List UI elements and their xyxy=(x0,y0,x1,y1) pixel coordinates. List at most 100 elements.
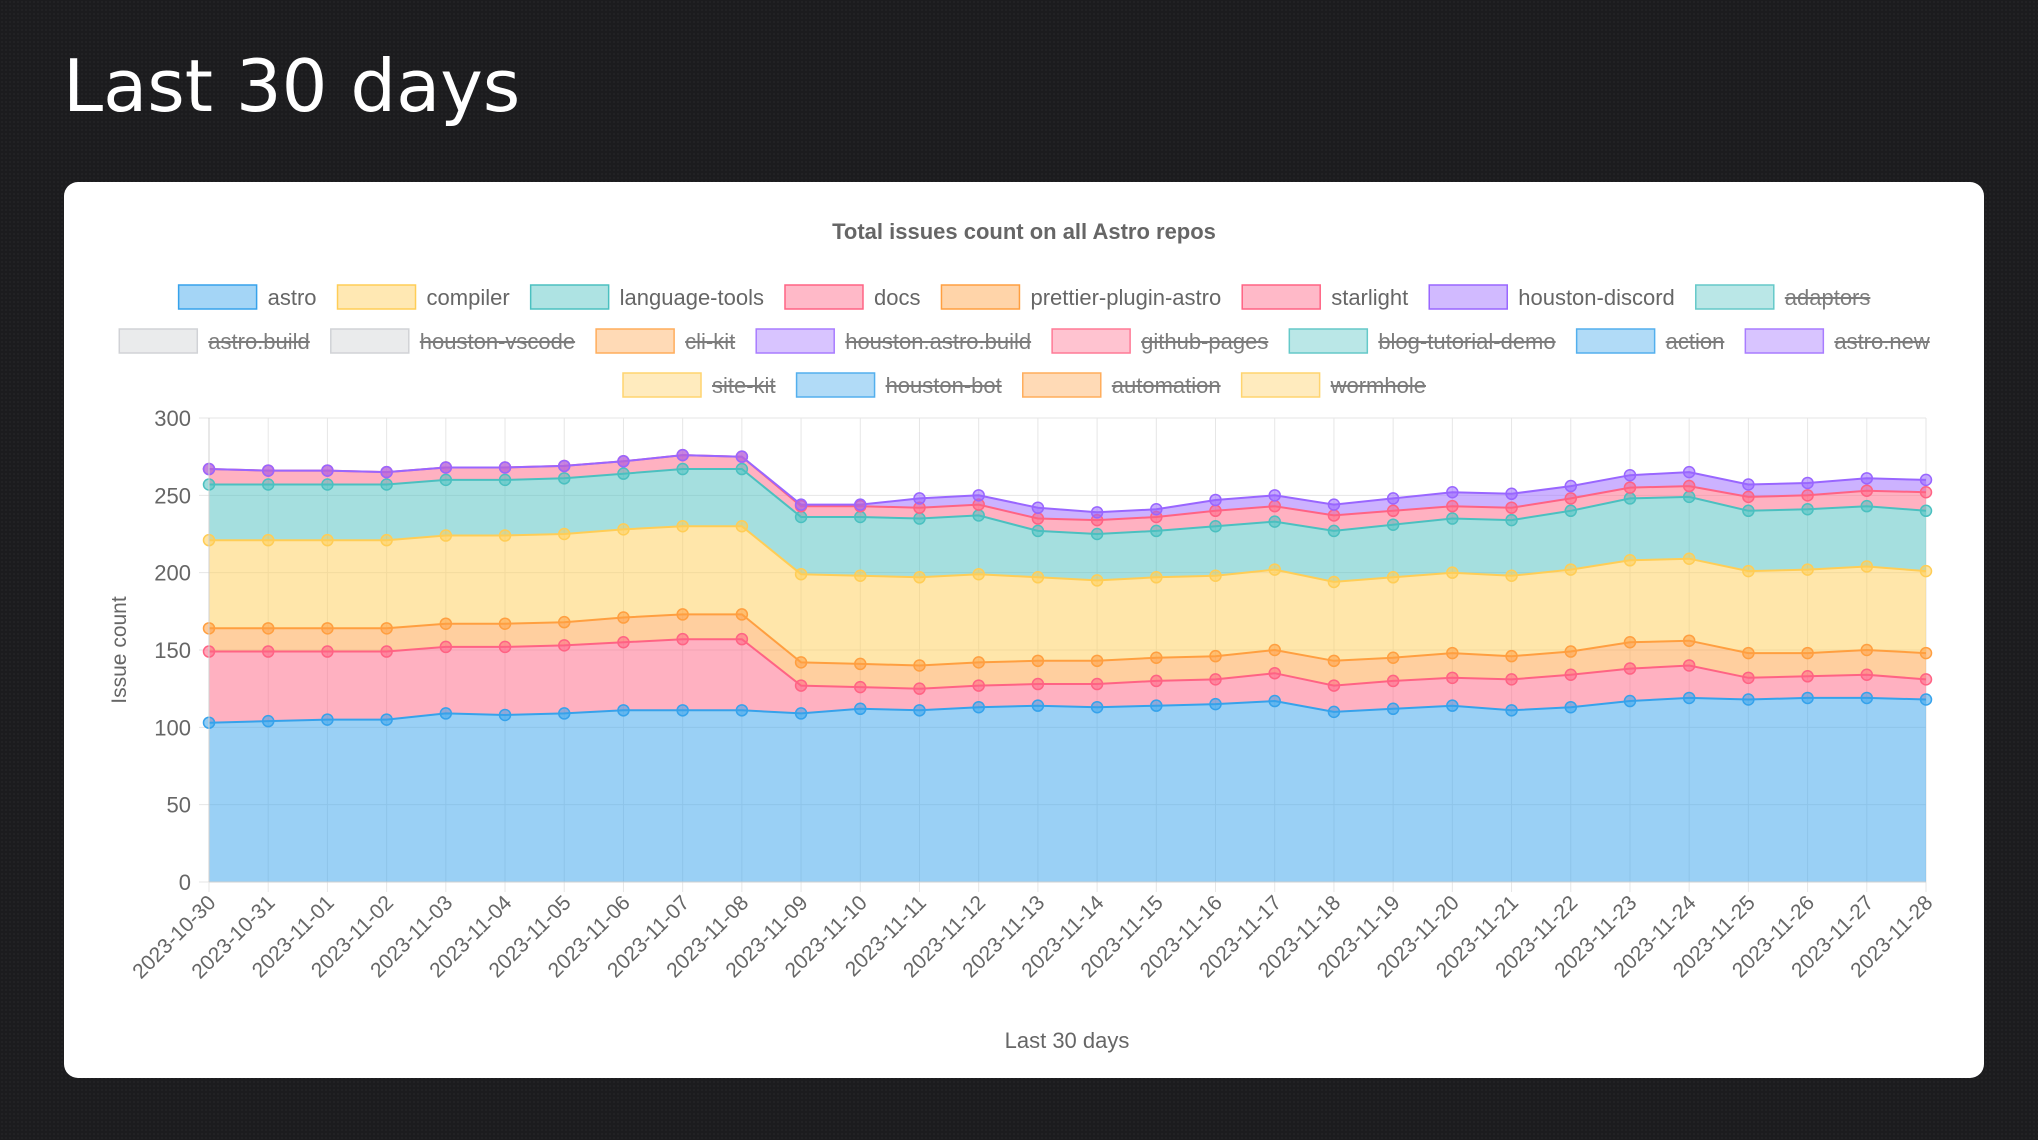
point-language-tools[interactable] xyxy=(972,509,985,522)
point-astro[interactable] xyxy=(735,704,749,717)
point-language-tools[interactable] xyxy=(261,478,275,491)
point-language-tools[interactable] xyxy=(1801,503,1814,516)
point-houston-discord[interactable] xyxy=(1682,465,1696,479)
point-starlight[interactable] xyxy=(1564,492,1578,505)
point-compiler[interactable] xyxy=(1031,571,1045,584)
point-compiler[interactable] xyxy=(972,567,985,581)
point-language-tools[interactable] xyxy=(854,510,867,524)
point-docs[interactable] xyxy=(1919,673,1933,686)
point-compiler[interactable] xyxy=(1742,564,1755,578)
point-language-tools[interactable] xyxy=(1505,513,1518,527)
point-starlight[interactable] xyxy=(1801,489,1814,502)
point-compiler[interactable] xyxy=(557,527,571,541)
point-language-tools[interactable] xyxy=(1564,504,1578,518)
point-houston-discord[interactable] xyxy=(913,492,926,505)
point-compiler[interactable] xyxy=(380,533,393,547)
point-docs[interactable] xyxy=(380,645,393,658)
point-docs[interactable] xyxy=(498,640,512,654)
point-astro[interactable] xyxy=(1150,699,1163,712)
point-starlight[interactable] xyxy=(1327,509,1341,522)
point-houston-discord[interactable] xyxy=(557,459,571,473)
point-compiler[interactable] xyxy=(1801,563,1814,576)
point-prettier-plugin-astro[interactable] xyxy=(261,622,275,635)
point-language-tools[interactable] xyxy=(735,462,749,476)
point-starlight[interactable] xyxy=(1682,479,1696,493)
point-prettier-plugin-astro[interactable] xyxy=(439,617,453,630)
point-language-tools[interactable] xyxy=(794,510,808,524)
point-language-tools[interactable] xyxy=(1742,504,1755,518)
point-houston-discord[interactable] xyxy=(676,448,689,462)
point-language-tools[interactable] xyxy=(617,467,630,480)
point-prettier-plugin-astro[interactable] xyxy=(1682,634,1696,647)
point-astro[interactable] xyxy=(913,704,926,717)
point-language-tools[interactable] xyxy=(1268,515,1281,528)
legend-item[interactable]: cli-kit xyxy=(595,328,735,354)
point-astro[interactable] xyxy=(439,707,453,720)
point-prettier-plugin-astro[interactable] xyxy=(972,656,985,669)
point-astro[interactable] xyxy=(1209,697,1222,711)
point-astro[interactable] xyxy=(1860,691,1874,705)
point-astro[interactable] xyxy=(557,707,571,720)
point-starlight[interactable] xyxy=(1505,501,1518,514)
point-houston-discord[interactable] xyxy=(1386,492,1400,505)
point-houston-discord[interactable] xyxy=(1150,503,1163,516)
point-docs[interactable] xyxy=(321,645,334,658)
point-houston-discord[interactable] xyxy=(439,461,453,474)
point-prettier-plugin-astro[interactable] xyxy=(380,622,393,635)
point-docs[interactable] xyxy=(1268,666,1281,680)
point-astro[interactable] xyxy=(854,702,867,716)
point-compiler[interactable] xyxy=(1386,571,1400,584)
legend-item[interactable]: automation xyxy=(1022,372,1221,398)
point-houston-discord[interactable] xyxy=(380,465,393,479)
point-docs[interactable] xyxy=(1623,662,1637,675)
point-astro[interactable] xyxy=(1031,699,1045,712)
legend-item[interactable]: blog-tutorial-demo xyxy=(1288,328,1556,354)
point-houston-discord[interactable] xyxy=(617,455,630,468)
point-language-tools[interactable] xyxy=(1209,520,1222,533)
point-prettier-plugin-astro[interactable] xyxy=(676,608,689,621)
point-compiler[interactable] xyxy=(261,533,275,547)
point-docs[interactable] xyxy=(1801,670,1814,683)
point-docs[interactable] xyxy=(1564,668,1578,681)
point-houston-discord[interactable] xyxy=(1090,506,1104,519)
point-prettier-plugin-astro[interactable] xyxy=(1031,654,1045,668)
point-houston-discord[interactable] xyxy=(1505,487,1518,501)
point-houston-discord[interactable] xyxy=(1564,479,1578,493)
point-language-tools[interactable] xyxy=(1090,527,1104,541)
point-language-tools[interactable] xyxy=(380,478,393,491)
point-prettier-plugin-astro[interactable] xyxy=(1742,646,1755,660)
point-language-tools[interactable] xyxy=(1446,512,1459,525)
point-compiler[interactable] xyxy=(913,571,926,584)
point-prettier-plugin-astro[interactable] xyxy=(1268,643,1281,657)
point-houston-discord[interactable] xyxy=(1860,472,1874,485)
point-houston-discord[interactable] xyxy=(1919,473,1933,487)
legend-item[interactable]: houston.astro.build xyxy=(755,328,1031,354)
point-docs[interactable] xyxy=(1860,668,1874,681)
point-starlight[interactable] xyxy=(1031,512,1045,525)
point-astro[interactable] xyxy=(1090,700,1104,714)
point-astro[interactable] xyxy=(1564,700,1578,714)
legend-item[interactable]: astro.new xyxy=(1744,328,1930,354)
point-docs[interactable] xyxy=(735,632,749,646)
legend-item[interactable]: prettier-plugin-astro xyxy=(940,284,1221,310)
point-compiler[interactable] xyxy=(439,529,453,542)
legend-item[interactable]: houston-bot xyxy=(795,372,1002,398)
legend-item[interactable]: docs xyxy=(784,284,920,310)
point-astro[interactable] xyxy=(1742,693,1755,706)
point-prettier-plugin-astro[interactable] xyxy=(1801,646,1814,660)
point-compiler[interactable] xyxy=(1505,569,1518,583)
legend-item[interactable]: wormhole xyxy=(1240,372,1426,398)
legend-item[interactable]: adaptors xyxy=(1695,284,1871,310)
point-docs[interactable] xyxy=(1446,671,1459,685)
point-astro[interactable] xyxy=(1268,694,1281,708)
point-docs[interactable] xyxy=(1386,674,1400,688)
point-astro[interactable] xyxy=(321,713,334,726)
point-docs[interactable] xyxy=(261,645,275,658)
point-astro[interactable] xyxy=(380,713,393,726)
point-compiler[interactable] xyxy=(794,567,808,581)
point-compiler[interactable] xyxy=(1564,563,1578,576)
point-docs[interactable] xyxy=(676,632,689,646)
point-prettier-plugin-astro[interactable] xyxy=(1564,645,1578,658)
point-starlight[interactable] xyxy=(1742,490,1755,504)
point-compiler[interactable] xyxy=(498,529,512,542)
